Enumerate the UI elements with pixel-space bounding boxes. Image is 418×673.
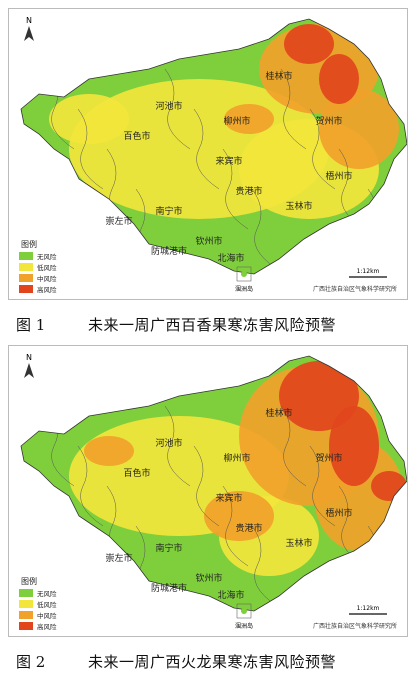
- city-label: 桂林市: [265, 70, 292, 82]
- caption-label: 图 1: [16, 316, 46, 334]
- city-label: 桂林市: [265, 407, 292, 419]
- risk-area: [224, 104, 274, 134]
- credit: 广西壮族自治区气象科学研究所: [313, 285, 397, 293]
- city-label: 贵港市: [235, 522, 262, 534]
- city-label: 贺州市: [315, 115, 342, 127]
- map-figure: 百色市 河池市柳州市 桂林市贺州市梧州市 来宾市贵港市南宁市崇左市钦州市 防城港市北海市…: [8, 345, 408, 637]
- scale-label: 1:12km: [357, 605, 380, 612]
- city-label: 来宾市: [215, 492, 242, 504]
- risk-area: [319, 54, 359, 104]
- region-border: [20, 355, 408, 612]
- legend-label: 中风险: [37, 611, 57, 620]
- city-label: 河池市: [155, 437, 182, 449]
- caption-text: 未来一周广西火龙果寒冻害风险预警: [88, 653, 337, 671]
- map-figure: 百色市 河池市柳州市 桂林市贺州市梧州市 来宾市贵港市南宁市崇左市钦州市 防城港市北海市…: [8, 8, 408, 300]
- city-label: 防城港市: [151, 582, 187, 594]
- legend-title: 图例: [21, 239, 37, 249]
- city-label: 玉林市: [285, 537, 312, 549]
- city-label: 贺州市: [315, 452, 342, 464]
- risk-area: [284, 24, 334, 64]
- county-border: [251, 525, 278, 607]
- legend-label: 高风险: [37, 285, 57, 294]
- city-label: 钦州市: [195, 235, 222, 247]
- legend-swatch: [19, 600, 33, 608]
- city-label: 北海市: [217, 252, 244, 264]
- risk-area: [371, 471, 407, 501]
- risk-areas: [48, 24, 399, 270]
- legend-label: 低风险: [37, 600, 57, 609]
- legend-swatch: [19, 274, 33, 282]
- north-arrow: [24, 26, 34, 41]
- county-border: [77, 445, 104, 527]
- north-label: N: [26, 353, 32, 362]
- credit: 广西壮族自治区气象科学研究所: [313, 622, 397, 630]
- county-border: [164, 405, 191, 487]
- city-label: 梧州市: [325, 507, 352, 519]
- county-border: [164, 68, 191, 150]
- risk-areas: [48, 361, 407, 607]
- legend-swatch: [19, 622, 33, 630]
- risk-area: [204, 491, 274, 541]
- scale-label: 1:12km: [357, 268, 380, 275]
- risk-area: [329, 406, 379, 486]
- inset-island: [241, 271, 247, 277]
- county-border: [77, 108, 104, 190]
- city-label: 柳州市: [223, 115, 250, 127]
- caption-label: 图 2: [16, 653, 46, 671]
- city-label: 来宾市: [215, 155, 242, 167]
- county-border: [309, 108, 336, 190]
- risk-area: [279, 361, 359, 431]
- legend-swatch: [19, 285, 33, 293]
- county-border: [280, 405, 307, 487]
- region-border: [20, 18, 408, 275]
- city-label: 河池市: [155, 100, 182, 112]
- county-border: [280, 68, 307, 150]
- north-arrow: [24, 363, 34, 378]
- city-label: 钦州市: [195, 572, 222, 584]
- legend-swatch: [19, 611, 33, 619]
- inset-box: [236, 603, 252, 619]
- risk-area: [84, 436, 134, 466]
- city-label: 玉林市: [285, 200, 312, 212]
- city-label: 防城港市: [151, 245, 187, 257]
- inset-label: 涠洲岛: [235, 622, 253, 630]
- legend-label: 低风险: [37, 263, 57, 272]
- caption-text: 未来一周广西百香果寒冻害风险预警: [88, 316, 337, 334]
- risk-area: [49, 94, 129, 144]
- inset-island: [241, 608, 247, 614]
- legend-label: 中风险: [37, 274, 57, 283]
- city-label: 崇左市: [105, 215, 132, 227]
- legend-label: 无风险: [37, 252, 57, 261]
- city-label: 柳州市: [223, 452, 250, 464]
- county-border: [251, 188, 278, 270]
- legend-swatch: [19, 263, 33, 271]
- city-label: 百色市: [123, 467, 150, 479]
- city-label: 南宁市: [155, 205, 182, 217]
- legend-label: 高风险: [37, 622, 57, 631]
- legend-swatch: [19, 252, 33, 260]
- city-label: 百色市: [123, 130, 150, 142]
- county-border: [193, 108, 220, 190]
- inset-label: 涠洲岛: [235, 285, 253, 293]
- county-border: [222, 148, 249, 230]
- city-label: 南宁市: [155, 542, 182, 554]
- county-border: [309, 445, 336, 527]
- inset-box: [236, 266, 252, 282]
- city-label: 崇左市: [105, 552, 132, 564]
- county-border: [222, 485, 249, 567]
- legend-title: 图例: [21, 576, 37, 586]
- city-label: 北海市: [217, 589, 244, 601]
- city-label: 梧州市: [325, 170, 352, 182]
- legend-label: 无风险: [37, 589, 57, 598]
- city-label: 贵港市: [235, 185, 262, 197]
- legend-swatch: [19, 589, 33, 597]
- north-label: N: [26, 16, 32, 25]
- county-border: [193, 445, 220, 527]
